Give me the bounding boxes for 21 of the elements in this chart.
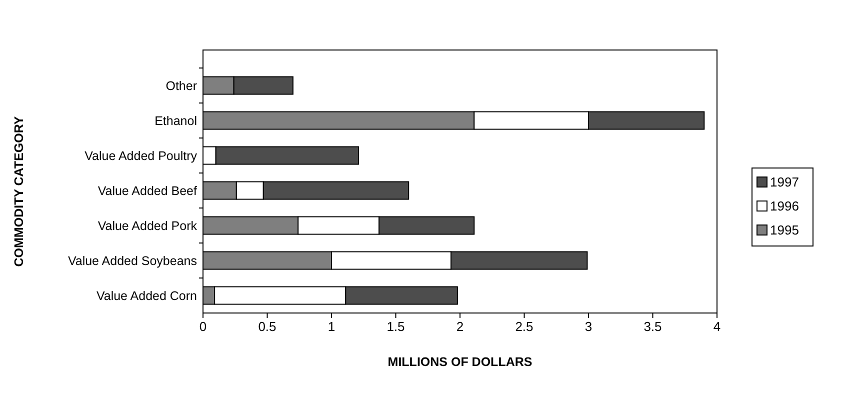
x-tick-label: 2 [456, 319, 464, 334]
y-tick-label: Value Added Beef [98, 184, 198, 198]
x-tick-label: 1.5 [386, 319, 405, 334]
legend-label: 1997 [770, 174, 799, 190]
y-tick-label: Value Added Corn [96, 288, 198, 303]
legend-label: 1995 [770, 222, 799, 238]
y-tick-label: Ethanol [154, 114, 197, 128]
x-tick-label: 0.5 [258, 319, 276, 334]
x-axis-title: MILLIONS OF DOLLARS [388, 355, 532, 369]
x-tick-label: 1 [328, 319, 336, 334]
legend-label: 1996 [770, 198, 799, 214]
x-tick-label: 2.5 [515, 319, 534, 334]
y-tick-label: Value Added Poultry [84, 148, 198, 163]
x-tick-label: 3 [584, 319, 592, 334]
x-tick-label: 4 [713, 319, 721, 334]
x-tick-label: 0 [199, 319, 207, 334]
y-tick-label: Value Added Soybeans [68, 254, 197, 268]
y-axis-title: COMMODITY CATEGORY [12, 116, 26, 267]
x-tick-label: 3.5 [644, 319, 662, 334]
y-tick-label: Value Added Pork [98, 218, 198, 233]
y-tick-label: Other [166, 78, 197, 93]
